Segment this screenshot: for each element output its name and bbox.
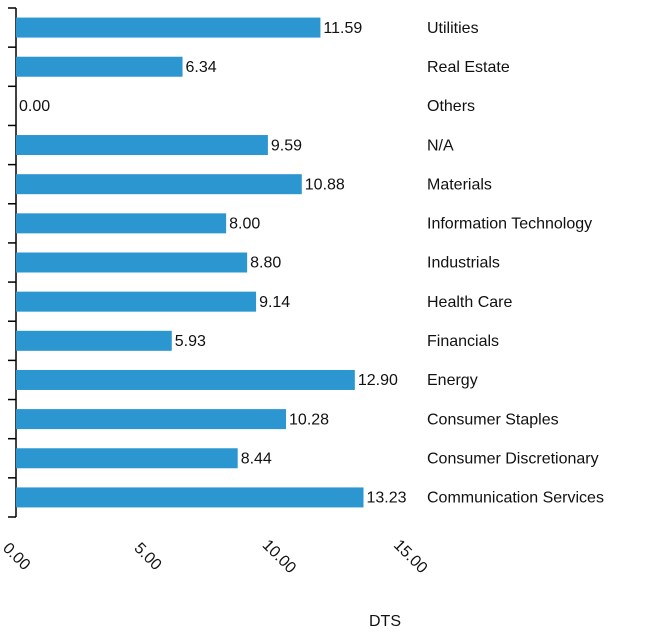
value-label: 12.90 — [358, 372, 398, 389]
category-label: Industrials — [427, 255, 500, 272]
value-label: 9.14 — [259, 294, 290, 311]
bar — [16, 330, 172, 351]
value-label: 5.93 — [175, 333, 206, 350]
bar — [16, 56, 183, 77]
value-label: 10.88 — [305, 176, 345, 193]
category-label: N/A — [427, 137, 454, 154]
value-label: 9.59 — [271, 137, 302, 154]
category-label: Information Technology — [427, 216, 592, 233]
category-label: Financials — [427, 333, 499, 350]
category-label: Energy — [427, 372, 478, 389]
bar — [16, 291, 257, 312]
x-tick-label: 15.00 — [390, 537, 430, 577]
category-label: Communication Services — [427, 490, 604, 507]
category-label: Consumer Staples — [427, 411, 559, 428]
value-label: 8.44 — [241, 450, 272, 467]
category-label: Utilities — [427, 20, 479, 37]
bar — [16, 135, 268, 156]
x-tick-label: 0.00 — [0, 540, 33, 574]
value-label: 6.34 — [186, 59, 217, 76]
x-tick-label: 5.00 — [131, 540, 165, 574]
value-label: 0.00 — [19, 98, 50, 115]
value-label: 13.23 — [367, 490, 407, 507]
bar — [16, 448, 238, 469]
bar — [16, 409, 287, 430]
bar — [16, 17, 321, 38]
value-label: 8.80 — [250, 255, 281, 272]
category-label: Health Care — [427, 294, 512, 311]
bar — [16, 252, 248, 273]
value-label: 10.28 — [289, 411, 329, 428]
x-tick-label: 10.00 — [259, 537, 299, 577]
bar — [16, 174, 302, 195]
category-label: Materials — [427, 176, 492, 193]
x-axis-label: DTS — [369, 613, 401, 630]
bar — [16, 369, 355, 390]
category-label: Real Estate — [427, 59, 510, 76]
bar — [16, 213, 227, 234]
category-label: Others — [427, 98, 475, 115]
bar — [16, 487, 364, 508]
value-label: 11.59 — [323, 20, 362, 37]
value-label: 8.00 — [229, 216, 260, 233]
category-label: Consumer Discretionary — [427, 450, 599, 467]
